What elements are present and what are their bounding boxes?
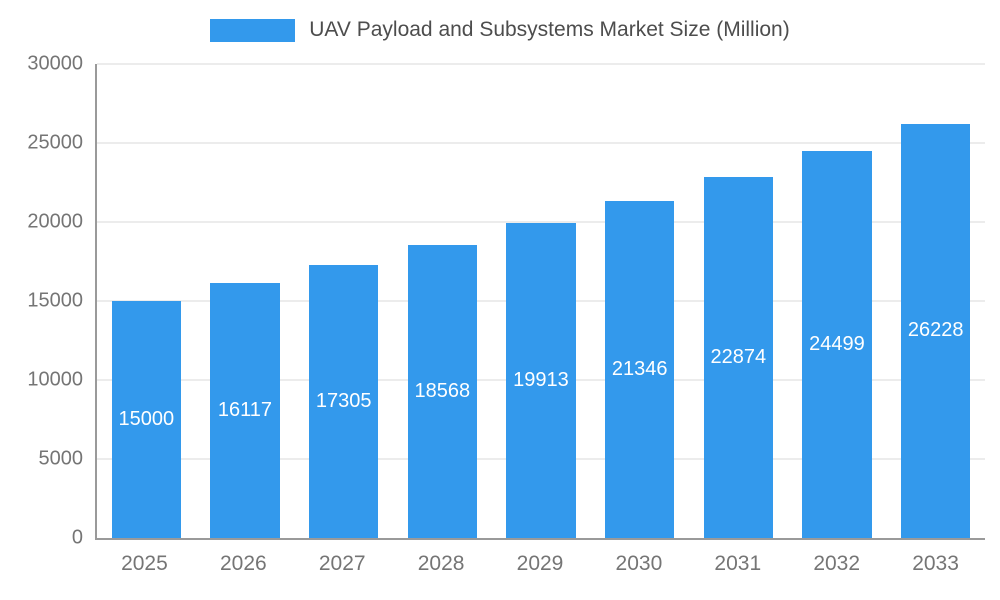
x-axis-tick-label: 2030 (615, 552, 663, 575)
bar-value-label: 19913 (513, 369, 569, 392)
bar-2031: 22874 (703, 176, 773, 538)
plot-area: 0 5000 10000 15000 20000 25000 30000 15000 16117… (27, 53, 985, 549)
bar-value-label: 24499 (809, 332, 865, 355)
bar-band: 21346 (590, 64, 689, 538)
bar-2032: 24499 (802, 150, 872, 538)
bar-value-label: 18568 (414, 379, 471, 402)
gridline (97, 142, 985, 144)
x-axis-tick-label: 2032 (813, 552, 861, 575)
chart-title: UAV Payload and Subsystems Market Size (… (309, 18, 790, 41)
gridline (97, 221, 985, 223)
legend-swatch-icon (210, 18, 296, 42)
x-axis-tick-label: 2031 (714, 552, 762, 575)
x-axis-tick-label: 2025 (121, 552, 168, 575)
bar-2029: 19913 (506, 223, 576, 538)
x-axis-tick-label: 2033 (912, 552, 959, 575)
y-axis-tick-label: 5000 (38, 447, 84, 470)
bar-band: 19913 (492, 64, 591, 538)
bar-band: 24499 (788, 64, 887, 538)
bar-value-label: 16117 (217, 399, 273, 422)
bar-value-label: 21346 (611, 357, 668, 380)
bar-2030: 21346 (605, 200, 675, 538)
x-axis-tick-label: 2028 (417, 552, 465, 575)
x-axis-tick-label: 2027 (318, 552, 366, 575)
x-axis-tick-label: 2026 (219, 552, 267, 575)
y-axis-tick-label: 10000 (27, 368, 83, 391)
bar-band: 18568 (393, 64, 492, 538)
bar-2026: 16117 (210, 283, 280, 538)
bar-value-label: 22874 (710, 345, 767, 368)
bar-band: 15000 (97, 64, 196, 538)
gridline (97, 63, 985, 65)
bar-2028: 18568 (407, 244, 477, 538)
y-axis-tick-label: 25000 (27, 131, 83, 154)
bar-band: 16117 (196, 64, 295, 538)
y-axis-tick-label: 20000 (27, 210, 83, 233)
chart-legend: UAV Payload and Subsystems Market Size (… (0, 18, 1000, 42)
bar-band: 22874 (689, 64, 788, 538)
y-axis-tick-label: 30000 (27, 52, 83, 75)
bar-band: 17305 (294, 64, 393, 538)
x-axis: 2025 2026 2027 2028 2029 2030 2031 2032 2033 (95, 552, 985, 576)
bar-2033: 26228 (901, 123, 971, 538)
y-axis-tick-label: 0 (71, 526, 83, 549)
x-axis-tick-label: 2029 (516, 552, 564, 575)
bar-band: 26228 (886, 64, 985, 538)
bar-2025: 15000 (111, 301, 181, 538)
y-axis-tick-label: 15000 (27, 289, 83, 312)
bar-value-label: 17305 (315, 389, 372, 412)
bar-2027: 17305 (309, 264, 379, 538)
bar-value-label: 15000 (118, 408, 175, 430)
bar-value-label: 26228 (907, 319, 964, 342)
